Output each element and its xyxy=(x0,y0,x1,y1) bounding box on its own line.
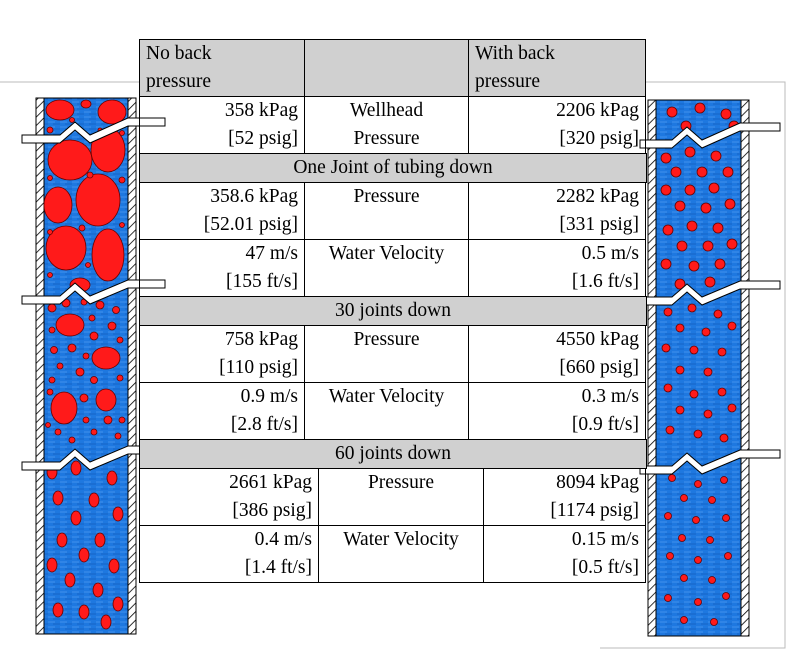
s3-pressure-left-psig: [386 psig] xyxy=(232,500,312,521)
s1-pressure-right-psig: [331 psig] xyxy=(559,214,639,235)
section1-velocity-row: 47 m/s [155 ft/s] Water Velocity 0.5 m/s… xyxy=(139,239,646,297)
wellhead-left-kpag: 358 kPag xyxy=(224,100,298,121)
s1-pressure-left-psig: [52.01 psig] xyxy=(203,214,298,235)
left-gas-bubbles-mid xyxy=(45,298,126,444)
section3-title: 60 joints down xyxy=(139,439,647,469)
s3-velocity-left: 0.4 m/s [1.4 ft/s] xyxy=(139,525,319,583)
s2-pressure-left-kpag: 758 kPag xyxy=(224,329,298,350)
s3-velocity-right-fts: [0.5 ft/s] xyxy=(571,557,639,578)
right-gas-bubbles-mid xyxy=(661,303,737,443)
header-col1-line1: No back xyxy=(146,43,212,64)
s1-velocity-label: Water Velocity xyxy=(304,239,469,297)
s2-velocity-left-ms: 0.9 m/s xyxy=(240,386,298,407)
s2-pressure-right: 4550 kPag [660 psig] xyxy=(468,325,646,383)
s2-pressure-left: 758 kPag [110 psig] xyxy=(139,325,305,383)
section1-title-row: One Joint of tubing down xyxy=(139,153,647,183)
right-tubing-wall-right xyxy=(740,99,750,637)
s2-pressure-right-psig: [660 psig] xyxy=(559,357,639,378)
s1-pressure-left-kpag: 358.6 kPag xyxy=(210,186,298,207)
right-break-marks xyxy=(639,122,781,475)
s3-pressure-label: Pressure xyxy=(318,468,484,526)
header-col3-line1: With back xyxy=(475,43,555,64)
section1-title: One Joint of tubing down xyxy=(139,153,647,183)
left-tubing-wall-right xyxy=(127,97,137,635)
s3-velocity-left-ms: 0.4 m/s xyxy=(254,529,312,550)
section3-velocity-row: 0.4 m/s [1.4 ft/s] Water Velocity 0.15 m… xyxy=(139,525,646,583)
s1-velocity-left-ms: 47 m/s xyxy=(245,243,298,264)
left-tubing-wall-left xyxy=(35,97,45,635)
header-col3-line2: pressure xyxy=(475,71,540,92)
left-break-marks xyxy=(21,117,166,471)
s2-velocity-right-ms: 0.3 m/s xyxy=(581,386,639,407)
s2-pressure-left-psig: [110 psig] xyxy=(219,357,298,378)
header-empty xyxy=(304,39,469,97)
header-no-back-pressure: No back pressure xyxy=(139,39,305,97)
s1-velocity-right-fts: [1.6 ft/s] xyxy=(571,271,639,292)
s1-pressure-right: 2282 kPag [331 psig] xyxy=(468,182,646,240)
section2-title-row: 30 joints down xyxy=(139,296,647,326)
s3-pressure-right: 8094 kPag [1174 psig] xyxy=(483,468,646,526)
s3-velocity-right: 0.15 m/s [0.5 ft/s] xyxy=(483,525,646,583)
wellhead-row: 358 kPag [52 psig] Wellhead Pressure 220… xyxy=(139,96,646,154)
s3-pressure-right-psig: [1174 psig] xyxy=(550,500,639,521)
left-tubing xyxy=(21,97,166,635)
s2-velocity-right: 0.3 m/s [0.9 ft/s] xyxy=(468,382,646,440)
right-tubing xyxy=(639,99,781,637)
s1-pressure-right-kpag: 2282 kPag xyxy=(556,186,639,207)
s2-velocity-label: Water Velocity xyxy=(304,382,469,440)
s2-pressure-right-kpag: 4550 kPag xyxy=(556,329,639,350)
s3-pressure-left: 2661 kPag [386 psig] xyxy=(139,468,319,526)
wellhead-label-line1: Wellhead xyxy=(349,100,424,121)
s3-velocity-right-ms: 0.15 m/s xyxy=(571,529,639,550)
s2-pressure-label: Pressure xyxy=(304,325,469,383)
wellhead-right-psig: [320 psig] xyxy=(559,128,639,149)
s2-velocity-left: 0.9 m/s [2.8 ft/s] xyxy=(139,382,305,440)
s1-pressure-left: 358.6 kPag [52.01 psig] xyxy=(139,182,305,240)
s1-velocity-left: 47 m/s [155 ft/s] xyxy=(139,239,305,297)
section2-pressure-row: 758 kPag [110 psig] Pressure 4550 kPag [… xyxy=(139,325,646,383)
s1-velocity-right-ms: 0.5 m/s xyxy=(581,243,639,264)
header-with-back-pressure: With back pressure xyxy=(468,39,646,97)
wellhead-right-value: 2206 kPag [320 psig] xyxy=(468,96,646,154)
wellhead-label-line2: Pressure xyxy=(353,128,420,149)
wellhead-right-kpag: 2206 kPag xyxy=(556,100,639,121)
table-header-row: No back pressure With back pressure xyxy=(139,39,646,97)
s1-velocity-right: 0.5 m/s [1.6 ft/s] xyxy=(468,239,646,297)
section1-pressure-row: 358.6 kPag [52.01 psig] Pressure 2282 kP… xyxy=(139,182,646,240)
section2-title: 30 joints down xyxy=(139,296,647,326)
s3-velocity-label: Water Velocity xyxy=(318,525,484,583)
section3-title-row: 60 joints down xyxy=(139,439,647,469)
section3-pressure-row: 2661 kPag [386 psig] Pressure 8094 kPag … xyxy=(139,468,646,526)
s1-pressure-label: Pressure xyxy=(304,182,469,240)
wellhead-left-psig: [52 psig] xyxy=(228,128,298,149)
comparison-table: No back pressure With back pressure 358 … xyxy=(139,39,647,583)
s3-velocity-left-fts: [1.4 ft/s] xyxy=(244,557,312,578)
s3-pressure-right-kpag: 8094 kPag xyxy=(556,472,639,493)
header-col1-line2: pressure xyxy=(146,71,211,92)
s2-velocity-left-fts: [2.8 ft/s] xyxy=(230,414,298,435)
right-gas-bubbles-low xyxy=(664,474,732,626)
section2-velocity-row: 0.9 m/s [2.8 ft/s] Water Velocity 0.3 m/… xyxy=(139,382,646,440)
right-tubing-wall-left xyxy=(647,99,657,637)
frame-line-right xyxy=(600,81,786,649)
wellhead-left-value: 358 kPag [52 psig] xyxy=(139,96,305,154)
s1-velocity-left-fts: [155 ft/s] xyxy=(225,271,298,292)
s2-velocity-right-fts: [0.9 ft/s] xyxy=(571,414,639,435)
left-gas-bubbles-low xyxy=(46,460,124,630)
wellhead-label: Wellhead Pressure xyxy=(304,96,469,154)
s3-pressure-left-kpag: 2661 kPag xyxy=(229,472,312,493)
